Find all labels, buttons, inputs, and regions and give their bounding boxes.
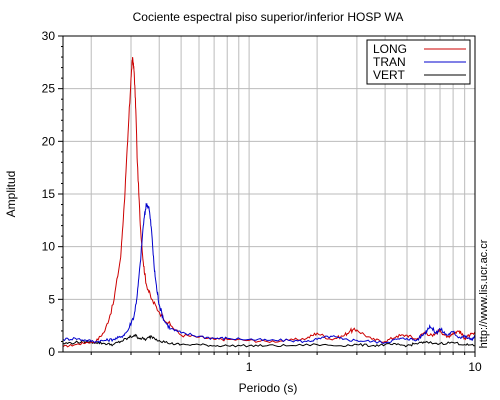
chart-title: Cociente espectral piso superior/inferio… — [133, 10, 404, 24]
y-tick-label: 30 — [42, 29, 56, 43]
y-axis-label: Amplitud — [4, 171, 18, 218]
y-tick-label: 10 — [42, 240, 56, 254]
y-tick-label: 20 — [42, 134, 56, 148]
y-tick-label: 0 — [48, 345, 55, 359]
gridlines — [63, 36, 475, 352]
x-tick-label: 1 — [246, 360, 253, 374]
legend-label-tran: TRAN — [373, 55, 406, 69]
y-tick-label: 15 — [42, 187, 56, 201]
y-tick-label: 25 — [42, 82, 56, 96]
series-line-vert — [62, 333, 475, 348]
x-tick-label: 10 — [468, 360, 482, 374]
axis-ticks: 0 5 10 15 20 25 30 1 10 — [42, 29, 482, 374]
legend-label-vert: VERT — [373, 68, 405, 82]
legend-label-long: LONG — [373, 42, 407, 56]
series-line-tran — [62, 202, 476, 344]
y-tick-label: 5 — [48, 292, 55, 306]
series-line-long — [62, 57, 476, 348]
source-url-annotation: http://www.lis.ucr.ac.cr — [478, 239, 490, 348]
series-layer — [62, 57, 476, 348]
x-axis-label: Periodo (s) — [239, 381, 298, 395]
